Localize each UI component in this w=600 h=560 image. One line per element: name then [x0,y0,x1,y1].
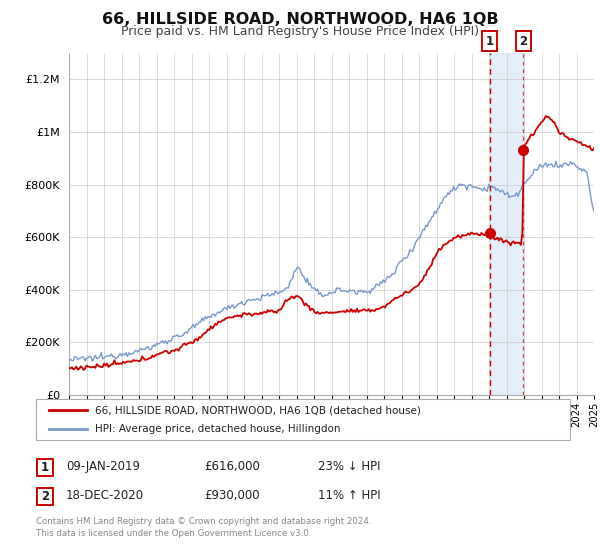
Bar [490,53,523,395]
Text: 66, HILLSIDE ROAD, NORTHWOOD, HA6 1QB (detached house): 66, HILLSIDE ROAD, NORTHWOOD, HA6 1QB (d… [95,405,421,415]
Text: HPI: Average price, detached house, Hillingdon: HPI: Average price, detached house, Hill… [95,424,340,433]
Text: 1: 1 [41,461,49,474]
Text: 1: 1 [485,35,494,48]
Text: £616,000: £616,000 [204,460,260,473]
Text: 23% ↓ HPI: 23% ↓ HPI [318,460,380,473]
Text: Contains HM Land Registry data © Crown copyright and database right 2024.: Contains HM Land Registry data © Crown c… [36,517,371,526]
FancyBboxPatch shape [37,459,53,475]
Text: £930,000: £930,000 [204,489,260,502]
Text: 18-DEC-2020: 18-DEC-2020 [66,489,144,502]
Text: 66, HILLSIDE ROAD, NORTHWOOD, HA6 1QB: 66, HILLSIDE ROAD, NORTHWOOD, HA6 1QB [101,12,499,27]
FancyBboxPatch shape [36,399,570,440]
Text: This data is licensed under the Open Government Licence v3.0.: This data is licensed under the Open Gov… [36,529,311,538]
FancyBboxPatch shape [37,488,53,505]
Text: 2: 2 [41,490,49,503]
Text: 11% ↑ HPI: 11% ↑ HPI [318,489,380,502]
Text: Price paid vs. HM Land Registry's House Price Index (HPI): Price paid vs. HM Land Registry's House … [121,25,479,38]
Text: 2: 2 [519,35,527,48]
Text: 09-JAN-2019: 09-JAN-2019 [66,460,140,473]
